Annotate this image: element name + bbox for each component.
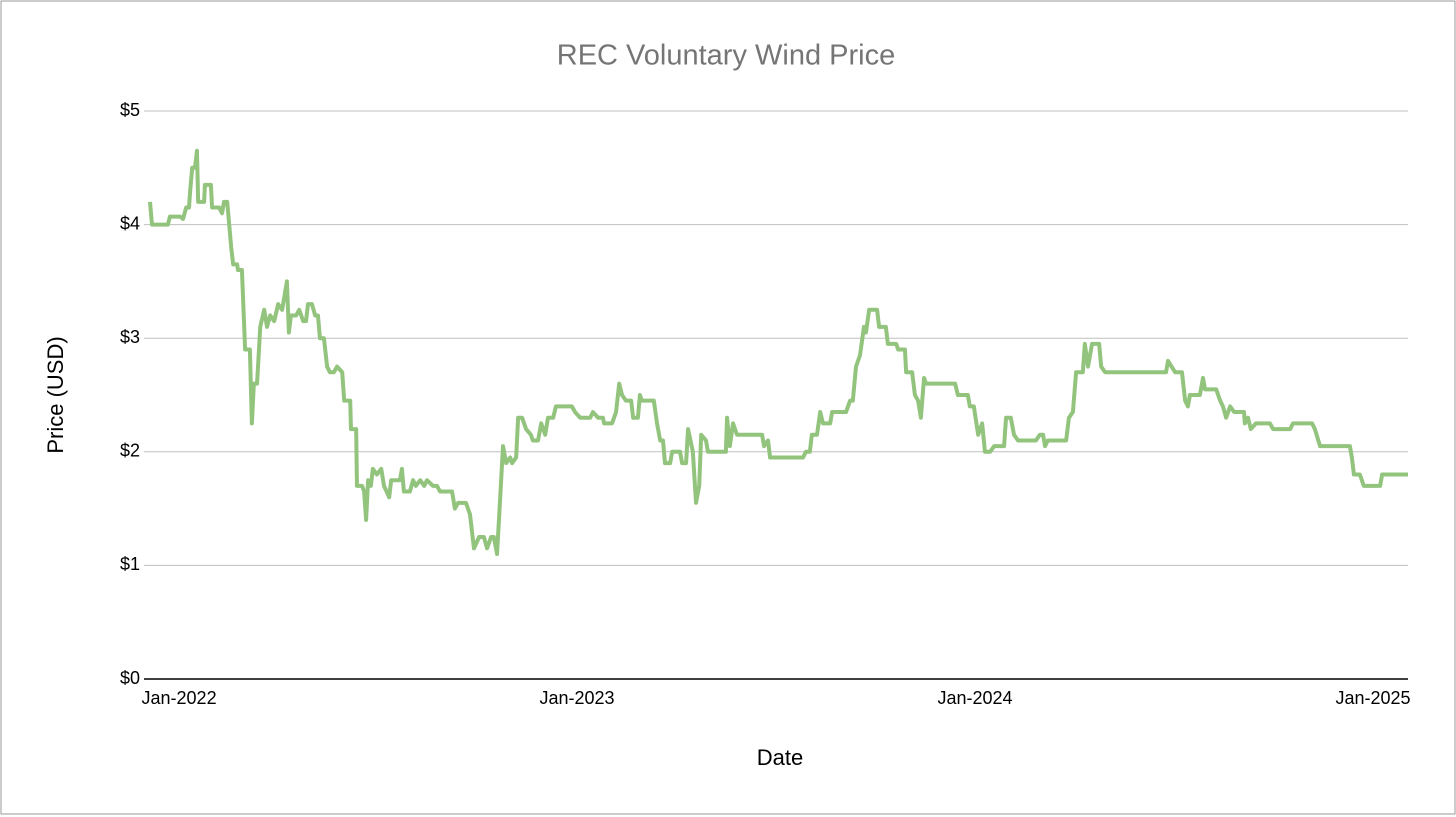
chart-title: REC Voluntary Wind Price <box>557 40 895 72</box>
y-tick-label: $0 <box>120 668 140 688</box>
price-line <box>148 148 1408 557</box>
x-tick-label: Jan-2022 <box>142 688 217 708</box>
y-tick-label: $2 <box>120 441 140 461</box>
x-tick-label: Jan-2025 <box>1335 688 1410 708</box>
y-tick-label: $5 <box>120 100 140 120</box>
y-axis-label: Price (USD) <box>43 336 68 453</box>
x-tick-label: Jan-2024 <box>937 688 1012 708</box>
y-tick-label: $1 <box>120 554 140 574</box>
x-tick-label: Jan-2023 <box>539 688 614 708</box>
y-tick-label: $3 <box>120 327 140 347</box>
y-tick-label: $4 <box>120 213 140 233</box>
x-axis-label: Date <box>757 745 803 770</box>
